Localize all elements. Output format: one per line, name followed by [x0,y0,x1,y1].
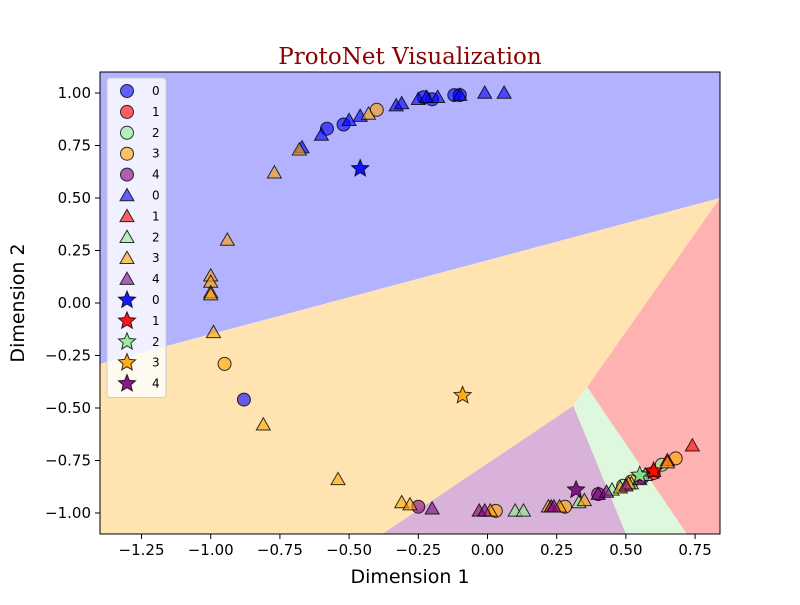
point-triangle-class-4 [546,498,562,513]
legend-triangle-marker [119,208,135,223]
point-triangle-class-0 [341,112,357,127]
legend-circle-marker [120,146,134,161]
legend-circle-marker [120,84,134,98]
point-triangle-class-3 [393,494,410,509]
x-tick-label: 0.00 [471,541,504,559]
point-star-class-1 [643,460,664,480]
legend-triangle-marker [119,187,135,202]
legend-star-marker [117,310,137,330]
legend-label: 2 [152,335,160,349]
x-tick-label: 0.75 [678,541,711,559]
legend-label: 3 [152,356,160,370]
point-triangle-class-0 [418,89,435,103]
x-axis-label: Dimension 1 [350,566,469,588]
legend-triangle-marker [119,271,135,285]
y-tick-label: 1.00 [58,84,91,102]
point-triangle-class-4 [424,500,441,515]
point-triangle-class-4 [598,483,615,498]
y-tick-label: 0.75 [58,137,91,155]
point-triangle-class-3 [255,416,272,431]
legend-label: 1 [152,314,160,328]
point-triangle-class-3 [360,105,377,120]
point-triangle-class-3 [205,324,222,339]
point-triangle-class-3 [202,286,219,301]
point-triangle-class-1 [684,437,701,452]
x-tick-label: 0.25 [540,541,573,559]
x-tick-label: −1.00 [188,541,234,559]
point-triangle-class-3 [402,496,418,511]
y-tick-label: 0.50 [58,189,91,207]
x-tick-label: −0.50 [326,541,372,559]
legend-triangle-marker [119,250,135,264]
legend-label: 4 [152,168,160,182]
data-points [202,84,701,518]
legend-label: 3 [152,147,160,161]
point-triangle-class-0 [429,89,446,103]
point-triangle-class-3 [576,492,593,507]
legend-star-marker [117,289,137,309]
legend-label: 2 [152,230,160,244]
point-triangle-class-3 [266,164,283,179]
y-tick-label: −0.25 [45,347,91,365]
legend-circle-marker [120,167,134,182]
legend-label: 1 [152,105,160,119]
point-triangle-class-3 [219,231,236,246]
legend-label: 4 [152,272,160,286]
point-circle-class-0 [236,392,251,407]
x-axis-ticks: −1.25 −1.00 −0.75 −0.50 −0.25 0.00 0.25 0.50 0.7… [119,534,712,559]
point-star-class-3 [452,385,473,404]
region-class-3 [100,198,720,534]
legend-label: 3 [152,251,160,265]
point-triangle-class-0 [476,84,493,99]
point-triangle-class-3 [330,471,346,486]
point-triangle-class-3 [659,454,676,469]
point-star-class-2 [629,464,650,484]
point-circle-class-3 [217,356,232,371]
y-axis-label: Dimension 2 [7,243,29,362]
legend-star-marker [117,352,137,372]
chart-title: ProtoNet Visualization [278,44,542,70]
point-triangle-class-3 [291,141,308,156]
legend-label: 1 [152,209,160,223]
y-tick-label: 0.25 [58,242,91,260]
point-triangle-class-0 [496,84,512,99]
x-tick-label: −0.75 [257,541,303,559]
legend-label: 2 [152,126,160,140]
point-triangle-class-0 [313,126,330,141]
y-tick-label: −0.50 [45,399,91,417]
point-triangle-class-4 [618,477,634,492]
legend-circle-marker [120,104,134,119]
legend: 0 1 2 3 4 0 1 2 3 4 0 1 2 3 4 [106,77,167,398]
point-triangle-class-2 [515,502,532,517]
y-tick-label: −0.75 [45,452,91,470]
legend-star-marker [117,373,137,392]
point-triangle-class-0 [393,95,410,110]
point-triangle-class-4 [476,502,493,517]
y-tick-label: 0.00 [58,294,91,312]
legend-label: 4 [152,377,160,391]
legend-triangle-marker [119,229,135,244]
y-tick-label: −1.00 [45,504,91,522]
y-axis-ticks: −1.00 −0.75 −0.50 −0.25 0.00 0.25 0.50 0.75 1.00 [45,84,100,522]
legend-label: 0 [152,189,160,203]
point-star-class-0 [350,158,370,177]
region-class-2 [573,387,687,534]
legend-label: 0 [152,293,160,307]
legend-circle-marker [120,125,134,140]
point-triangle-class-0 [451,87,468,101]
legend-label: 0 [152,84,160,98]
decision-regions [100,72,720,534]
x-tick-label: 0.50 [609,541,642,559]
legend-star-marker [117,331,137,351]
x-tick-label: −0.25 [395,541,441,559]
point-star-class-4 [566,479,586,499]
region-class-0 [100,72,720,364]
x-tick-label: −1.25 [119,541,165,559]
